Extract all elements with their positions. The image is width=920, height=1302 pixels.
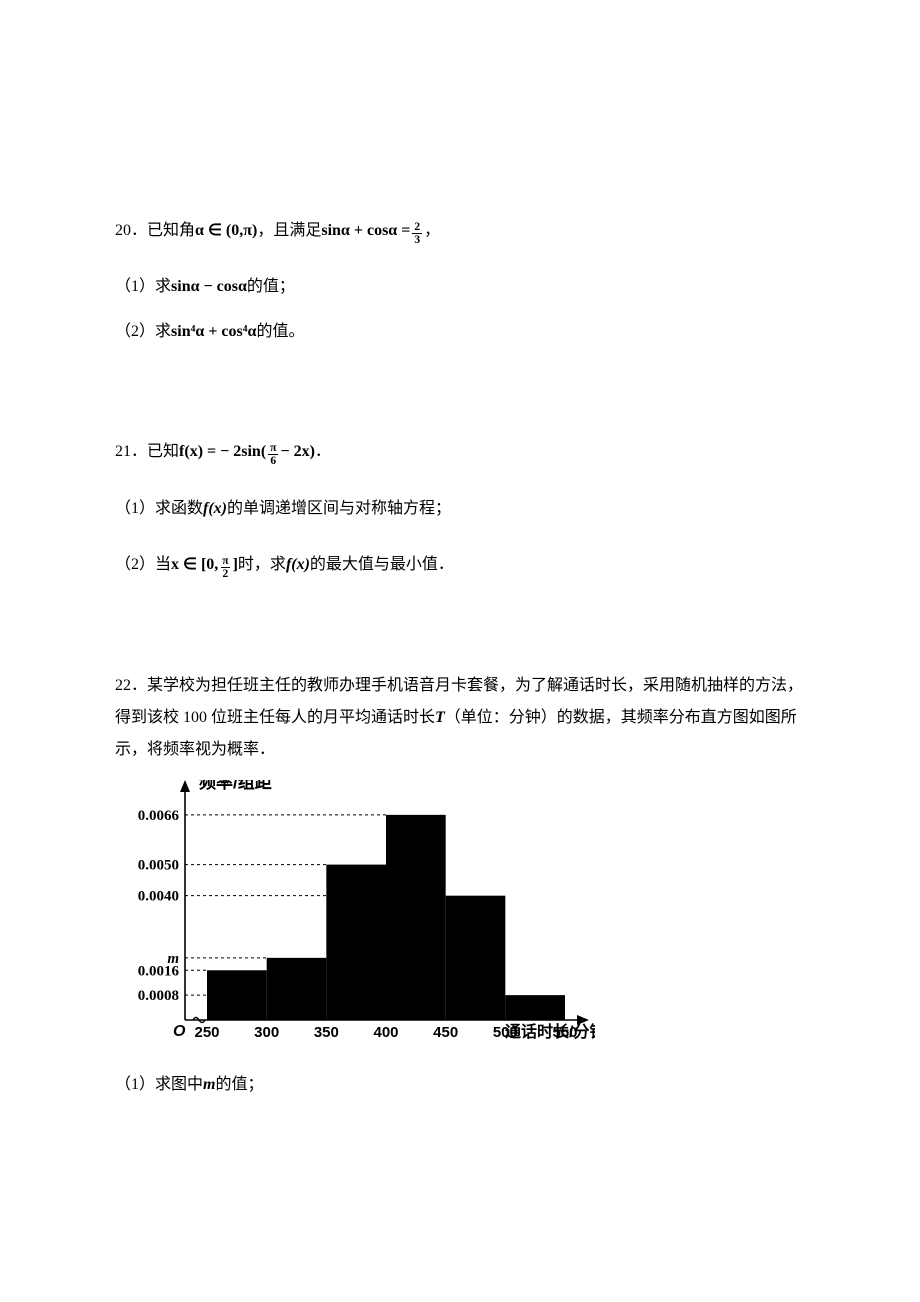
q21-fx-rhs: − 2x) <box>280 437 314 467</box>
q20-p1-expr: sinα − cosα <box>171 272 247 302</box>
q20-part1: （1）求 sinα − cosα 的值； <box>115 272 805 302</box>
q20-frac-top: 2 <box>412 221 422 233</box>
q22-p1-var: m <box>203 1070 215 1100</box>
q21-tail: ． <box>315 437 331 467</box>
svg-text:通话时长/分钟: 通话时长/分钟 <box>505 1022 595 1041</box>
q20-frac: 2 3 <box>412 221 422 246</box>
q20-p1-pre: （1）求 <box>115 272 171 302</box>
q21-frac-top: π <box>268 442 278 454</box>
svg-text:O: O <box>173 1023 186 1040</box>
svg-text:400: 400 <box>373 1024 398 1041</box>
svg-text:频率/组距: 频率/组距 <box>199 780 272 792</box>
page: 20． 已知角 α ∈ (0,π) ，且满足 sinα + cosα = 2 3… <box>0 0 920 1230</box>
q20-number: 20． <box>115 216 147 246</box>
q20-p1-post: 的值； <box>247 272 295 302</box>
problem-22: 22．某学校为担任班主任的教师办理手机语音月卡套餐，为了解通话时长，采用随机抽样… <box>115 670 805 1100</box>
q20-intro-b: ，且满足 <box>257 216 321 246</box>
q20-intro-a: 已知角 <box>147 216 195 246</box>
q20-tail: ， <box>424 216 440 246</box>
q22-p1-post: 的值； <box>215 1070 263 1100</box>
q22-part1: （1）求图中 m 的值； <box>115 1070 805 1100</box>
q21-p2-a: （2）当 <box>115 550 171 580</box>
q20-p2-post: 的值。 <box>256 317 304 347</box>
q21-p1-pre: （1）求函数 <box>115 494 203 524</box>
svg-text:350: 350 <box>314 1024 339 1041</box>
svg-text:450: 450 <box>433 1024 458 1041</box>
q22-number: 22． <box>115 677 147 694</box>
problem-21: 21． 已知 f(x) = − 2sin( π 6 − 2x) ． （1）求函数… <box>115 437 805 580</box>
histogram-chart: 0.00080.0016m0.00400.00500.0066250300350… <box>115 780 595 1050</box>
svg-text:0.0008: 0.0008 <box>138 988 179 1004</box>
q20-eq-lhs: sinα + cosα = <box>321 216 410 246</box>
q21-p2-fx: f(x) <box>286 550 310 580</box>
q21-stem: 21． 已知 f(x) = − 2sin( π 6 − 2x) ． <box>115 437 805 467</box>
q22-figure: 0.00080.0016m0.00400.00500.0066250300350… <box>115 780 805 1061</box>
q21-p2-b: 时，求 <box>238 550 286 580</box>
svg-text:0.0050: 0.0050 <box>138 858 179 874</box>
q21-p2-set-l: x ∈ [0, <box>171 550 218 580</box>
q20-p2-expr: sin⁴α + cos⁴α <box>171 317 256 347</box>
svg-text:250: 250 <box>194 1024 219 1041</box>
q21-p2-frac-bot: 2 <box>221 567 231 580</box>
q21-part2: （2）当 x ∈ [0, π 2 ] 时，求 f(x) 的最大值与最小值． <box>115 550 805 580</box>
q21-fx-lhs: f(x) = − 2sin( <box>179 437 266 467</box>
q21-intro: 已知 <box>147 437 179 467</box>
svg-text:0.0040: 0.0040 <box>138 889 179 905</box>
svg-text:0.0066: 0.0066 <box>138 808 180 824</box>
problem-20: 20． 已知角 α ∈ (0,π) ，且满足 sinα + cosα = 2 3… <box>115 216 805 347</box>
q21-frac-bot: 6 <box>268 454 278 467</box>
svg-text:m: m <box>167 951 179 967</box>
q21-p2-c: 的最大值与最小值． <box>310 550 454 580</box>
q22-p1-pre: （1）求图中 <box>115 1070 203 1100</box>
q20-p2-pre: （2）求 <box>115 317 171 347</box>
q22-stem: 22．某学校为担任班主任的教师办理手机语音月卡套餐，为了解通话时长，采用随机抽样… <box>115 670 805 766</box>
svg-text:300: 300 <box>254 1024 279 1041</box>
q21-frac: π 6 <box>268 442 278 467</box>
q20-stem: 20． 已知角 α ∈ (0,π) ，且满足 sinα + cosα = 2 3… <box>115 216 805 246</box>
q21-p2-frac: π 2 <box>220 555 230 580</box>
q21-p1-fx: f(x) <box>203 494 227 524</box>
q22-var-T: T <box>435 709 445 726</box>
q21-number: 21． <box>115 437 147 467</box>
q20-frac-bot: 3 <box>412 233 422 246</box>
q20-angle-set: α ∈ (0,π) <box>195 216 257 246</box>
q21-p2-frac-top: π <box>220 555 230 567</box>
q21-p1-post: 的单调递增区间与对称轴方程； <box>227 494 451 524</box>
q21-part1: （1）求函数 f(x) 的单调递增区间与对称轴方程； <box>115 494 805 524</box>
q20-part2: （2）求 sin⁴α + cos⁴α 的值。 <box>115 317 805 347</box>
